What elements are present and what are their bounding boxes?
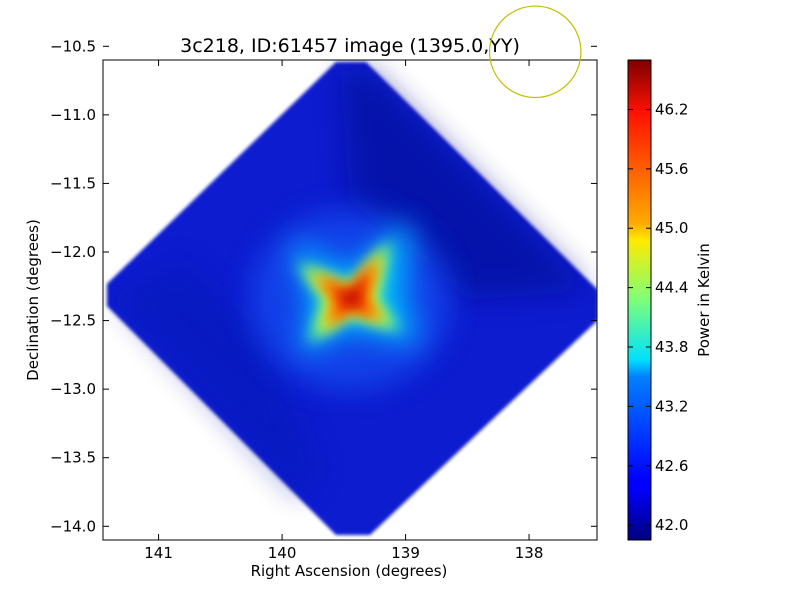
beam-circle [488,5,582,99]
y-axis-label: Declination (degrees) [24,219,42,381]
colorbar-tick-label: 45.6 [655,160,688,178]
x-axis-ticks: 141 140 139 138 [144,60,543,562]
colorbar-tick-label: 45.0 [655,219,688,237]
colorbar-gradient [627,59,652,541]
y-tick-label: −13.0 [50,380,96,398]
image-peak [330,270,368,318]
plot-axes: 141 140 139 138 −10.5−11.0−11.5−12.0−12.5−1… [50,37,598,562]
x-tick-label: 138 [515,544,544,562]
chart-title: 3c218, ID:61457 image (1395.0,YY) [180,35,520,57]
x-tick-label: 141 [144,544,173,562]
heatmap-image [107,62,597,535]
colorbar-tick-label: 46.2 [655,100,688,118]
y-tick-label: −11.5 [50,174,96,192]
y-tick-label: −12.0 [50,243,96,261]
colorbar-tick-label: 43.2 [655,397,688,415]
x-tick-label: 139 [391,544,420,562]
colorbar-tick-label: 43.8 [655,338,688,356]
colorbar-tick-label: 42.0 [655,516,688,534]
y-axis-ticks: −10.5 −11.0 −11.5 −12.0 −12.5 −13.0 −13.5 −14.0 [50,37,597,535]
colorbar-tick-label: 42.6 [655,457,688,475]
y-tick-label: −12.5 [50,312,96,330]
colorbar-ticks: 42.0 42.6 43.2 43.8 44.4 45.0 45.6 46.2 [628,100,688,534]
colorbar: 42.0 42.6 43.2 43.8 44.4 45.0 45.6 46.2 Power i… [627,59,713,541]
colorbar-label: Power in Kelvin [695,243,713,357]
y-tick-label: −14.0 [50,517,96,535]
y-tick-label: −11.0 [50,106,96,124]
y-tick-label: −13.5 [50,449,96,467]
y-tick-label: −10.5 [50,37,96,55]
x-tick-label: 140 [268,544,297,562]
image-dark-lobe-lower [115,260,320,500]
x-axis-label: Right Ascension (degrees) [251,562,448,580]
colorbar-tick-label: 44.4 [655,279,688,297]
plot-frame [102,59,598,541]
